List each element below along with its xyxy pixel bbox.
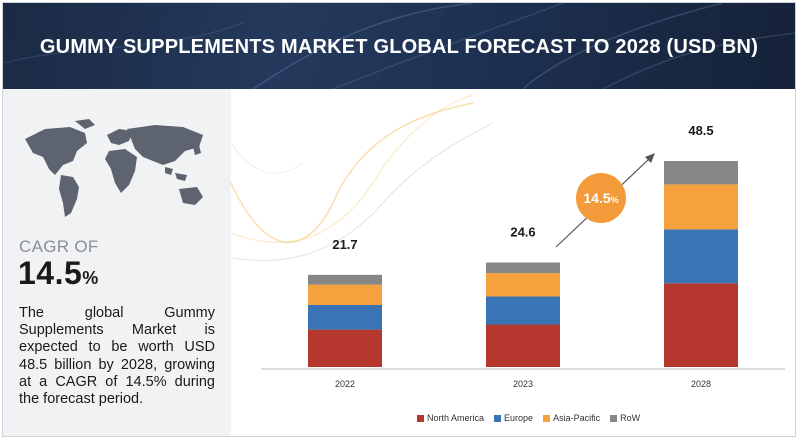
cagr-value: 14.5%	[18, 255, 99, 292]
legend-swatch	[543, 414, 551, 422]
growth-badge-number: 14.5	[583, 190, 611, 206]
cagr-unit: %	[82, 268, 99, 288]
bar-segment-row-2023	[486, 262, 560, 274]
total-label-2022: 21.7	[332, 237, 357, 252]
bar-segment-asia-pacific-2028	[664, 184, 738, 230]
legend-item-asia-pacific: Asia-Pacific	[543, 413, 600, 423]
header-decoration	[3, 3, 795, 89]
legend-label: Asia-Pacific	[553, 413, 601, 423]
page-title: GUMMY SUPPLEMENTS MARKET GLOBAL FORECAST…	[39, 36, 759, 58]
legend-swatch	[417, 414, 424, 422]
chart-legend: North America Europe Asia-Pacific RoW	[417, 413, 640, 423]
bar-group	[308, 161, 738, 367]
world-map-icon	[25, 119, 203, 217]
legend-item-row: RoW	[610, 413, 640, 423]
cagr-number: 14.5	[18, 255, 83, 291]
cagr-label: CAGR OF	[19, 237, 99, 256]
bar-segment-asia-pacific-2022	[308, 284, 382, 305]
label-group: 21.7 2022 24.6 2023 48.5 2028	[332, 123, 713, 389]
growth-badge: 14.5%	[576, 173, 626, 223]
header-banner: GUMMY SUPPLEMENTS MARKET GLOBAL FORECAST…	[3, 3, 795, 89]
legend-label: North America	[427, 413, 485, 423]
bar-segment-europe-2023	[486, 296, 560, 325]
x-tick-label-2022: 2022	[335, 379, 355, 389]
bar-segment-north-america-2023	[486, 324, 560, 367]
growth-badge-unit: %	[610, 194, 619, 205]
total-label-2023: 24.6	[510, 225, 535, 240]
x-tick-label-2023: 2023	[513, 379, 533, 389]
market-description: The global Gummy Supplements Market is e…	[19, 305, 215, 408]
stacked-bar-chart: 21.7 2022 24.6 2023 48.5 2028	[230, 94, 785, 389]
total-label-2028: 48.5	[688, 123, 713, 138]
bar-segment-europe-2028	[664, 229, 738, 284]
bar-segment-europe-2022	[308, 304, 382, 330]
legend-label: Europe	[504, 413, 534, 423]
legend-label: RoW	[620, 413, 641, 423]
x-tick-label-2028: 2028	[691, 379, 711, 389]
bar-segment-north-america-2028	[664, 283, 738, 367]
background-swirls	[230, 94, 494, 262]
summary-panel: CAGR OF 14.5% The global Gummy Supplemen…	[3, 89, 231, 436]
bar-segment-north-america-2022	[308, 329, 382, 367]
legend-swatch	[494, 414, 502, 422]
legend-item-europe: Europe	[494, 413, 533, 423]
legend-item-north-america: North America	[417, 413, 484, 423]
bar-segment-row-2022	[308, 274, 382, 285]
bar-segment-row-2028	[664, 161, 738, 185]
infographic-frame: GUMMY SUPPLEMENTS MARKET GLOBAL FORECAST…	[2, 2, 796, 437]
bar-segment-asia-pacific-2023	[486, 273, 560, 297]
legend-swatch	[610, 414, 618, 422]
